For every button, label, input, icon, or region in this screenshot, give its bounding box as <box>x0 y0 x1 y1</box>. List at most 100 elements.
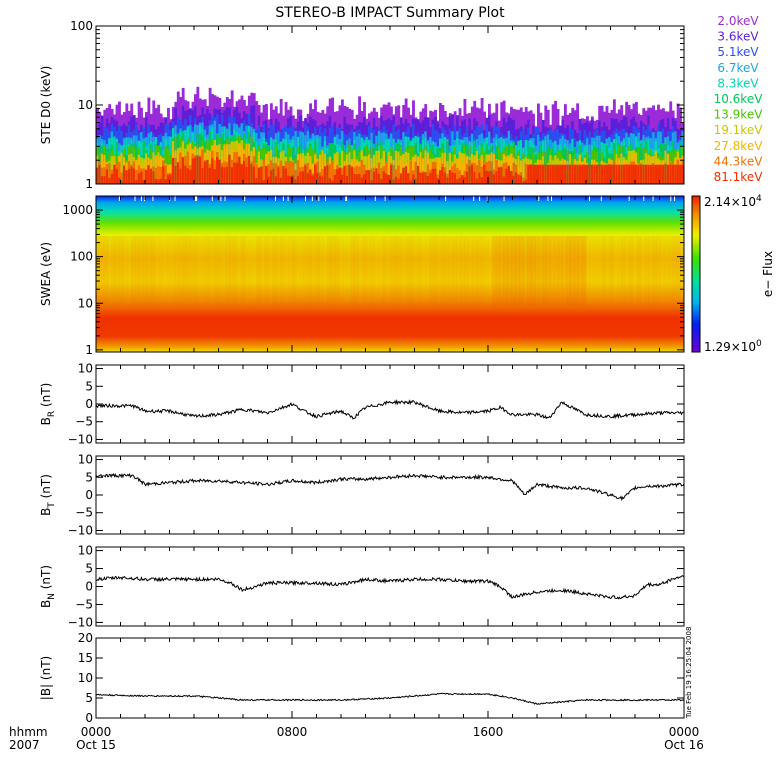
ste-bar-81.1keV <box>338 167 342 184</box>
swea-stripe <box>111 236 116 306</box>
ste-bar-81.1keV <box>380 179 384 184</box>
ste-bar-81.1keV <box>390 165 393 184</box>
ste-bar-81.1keV <box>208 167 212 184</box>
bmag-ytick-label: 10 <box>78 671 93 685</box>
ste-bar-81.1keV <box>282 166 286 184</box>
swea-stripe <box>382 236 387 306</box>
ste-bar-27.8keV <box>399 159 403 184</box>
ste-bar-81.1keV <box>311 175 315 184</box>
ste-bar-81.1keV <box>314 164 317 184</box>
ste-bar-81.1keV <box>341 174 344 184</box>
swea-stripe <box>570 236 575 306</box>
ste-bar-81.1keV <box>505 168 508 184</box>
ste-bar-81.1keV <box>397 178 401 184</box>
ste-bar-81.1keV <box>120 180 124 184</box>
ste-bar-44.3keV <box>321 168 325 184</box>
br-ytick-label: −10 <box>68 432 93 446</box>
swea-stripe <box>550 236 555 306</box>
ste-bar-81.1keV <box>147 165 151 184</box>
swea-stripe <box>542 236 548 306</box>
ste-bar-44.3keV <box>512 162 516 184</box>
ste-bar-81.1keV <box>103 176 107 184</box>
ste-bar-81.1keV <box>593 164 597 184</box>
bn-ytick-label: 0 <box>85 580 93 594</box>
bt-ytick-label: 0 <box>85 488 93 502</box>
ste-bar-81.1keV <box>659 164 663 184</box>
swea-stripe <box>613 236 618 306</box>
swea-stripe <box>480 236 485 306</box>
ste-bar-81.1keV <box>328 178 332 184</box>
ste-bar-81.1keV <box>154 178 158 184</box>
bn-ytick-label: 10 <box>78 544 93 558</box>
ste-bar-81.1keV <box>392 179 396 184</box>
bt-ytick-label: 5 <box>85 470 93 484</box>
ste-bar-81.1keV <box>375 168 379 184</box>
swea-stripe <box>225 236 230 306</box>
ste-bar-81.1keV <box>220 166 224 184</box>
ste-bar-81.1keV <box>159 178 163 184</box>
ste-bar-81.1keV <box>446 177 450 184</box>
swea-stripe <box>284 236 289 306</box>
ste-bar-81.1keV <box>292 175 295 184</box>
ste-bar-81.1keV <box>603 164 606 184</box>
bmag-ytick-label: 0 <box>85 711 93 725</box>
ste-bar-81.1keV <box>345 175 349 184</box>
ste-bar-81.1keV <box>431 168 435 184</box>
swea-stripe <box>386 236 391 306</box>
ste-bar-81.1keV <box>105 169 109 184</box>
ste-bar-81.1keV <box>353 173 357 184</box>
ste-bar-81.1keV <box>137 173 141 184</box>
ste-bar-81.1keV <box>218 159 222 184</box>
ste-bar-81.1keV <box>470 165 474 184</box>
swea-gap <box>670 196 672 201</box>
swea-stripe <box>323 236 328 306</box>
swea-gap <box>134 196 136 201</box>
bmag-ytick-label: 5 <box>85 691 93 705</box>
bt-ytick-label: −10 <box>68 523 93 537</box>
ste-bar-44.3keV <box>135 169 139 184</box>
swea-stripe <box>644 236 650 306</box>
ste-bar-44.3keV <box>331 160 335 184</box>
ste-bar-81.1keV <box>284 168 288 184</box>
ste-bar-44.3keV <box>274 163 278 184</box>
swea-gap <box>318 196 320 201</box>
bmag-ytick-label: 20 <box>78 631 93 645</box>
ste-legend-3.6keV: 3.6keV <box>717 30 759 44</box>
ste-bar-44.3keV <box>100 167 104 184</box>
swea-stripe <box>233 236 238 306</box>
ste-bar-81.1keV <box>309 169 312 184</box>
bn-ytick-label: −5 <box>75 597 93 611</box>
ste-bar-44.3keV <box>394 169 398 184</box>
swea-ytick-label: 10 <box>78 296 93 310</box>
ste-bar-81.1keV <box>145 169 148 184</box>
ste-legend-2.0keV: 2.0keV <box>717 14 759 28</box>
swea-stripe <box>295 236 301 306</box>
time-tick-label: 0000 <box>669 725 700 739</box>
swea-stripe <box>182 236 187 306</box>
ste-bar-81.1keV <box>186 168 190 184</box>
swea-stripe <box>597 236 602 306</box>
swea-gap <box>674 196 676 201</box>
ste-bar-81.1keV <box>637 164 641 184</box>
swea-gap <box>346 196 348 201</box>
year-label: 2007 <box>9 738 40 752</box>
bn-panel: −10 −5 0 5 10 BN (nT) <box>39 544 685 629</box>
bmag-panel: 0 5 10 15 20 |B| (nT) <box>39 631 685 725</box>
ste-bar-81.1keV <box>647 164 651 184</box>
swea-stripe <box>131 236 136 306</box>
swea-stripe <box>668 236 673 306</box>
ste-bar-81.1keV <box>578 164 582 184</box>
swea-gap <box>652 196 654 201</box>
ste-bar-81.1keV <box>642 164 646 184</box>
ste-bar-81.1keV <box>620 164 624 184</box>
ste-bar-81.1keV <box>238 156 241 184</box>
swea-stripe <box>393 236 399 306</box>
ste-bar-81.1keV <box>333 174 337 184</box>
swea-stripe <box>499 236 504 306</box>
ste-bar-81.1keV <box>522 181 526 184</box>
swea-stripe <box>452 236 457 306</box>
bt-frame <box>95 455 685 535</box>
ste-bar-81.1keV <box>635 164 638 184</box>
swea-stripe <box>566 236 571 306</box>
